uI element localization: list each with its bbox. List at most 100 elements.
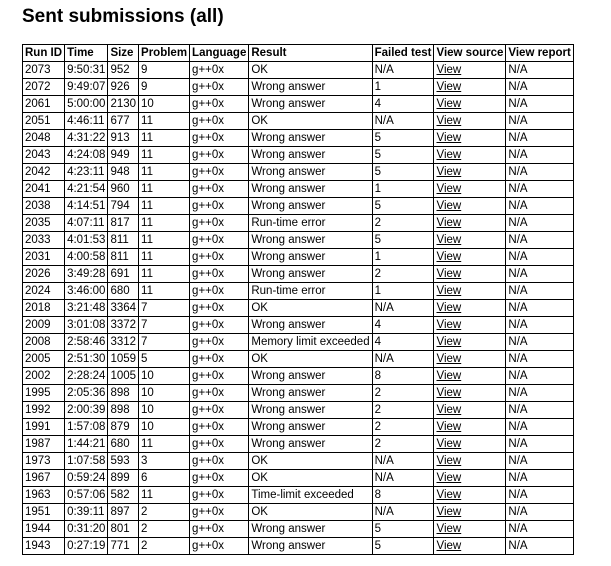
view-source-link[interactable]: View [436, 489, 462, 501]
cell-size: 1005 [107, 367, 140, 385]
cell-time: 5:00:00 [64, 95, 109, 113]
cell-failed-test: 2 [371, 384, 435, 402]
cell-language: g++0x [189, 146, 250, 164]
cell-size: 3312 [107, 333, 140, 351]
cell-language: g++0x [189, 469, 250, 487]
cell-failed-test: N/A [371, 299, 435, 317]
cell-run-id: 2033 [21, 231, 66, 249]
cell-result: Wrong answer [248, 401, 373, 419]
cell-result: Wrong answer [248, 197, 373, 215]
cell-view-report: N/A [505, 418, 574, 436]
table-row: 2072 9:49:07 926 9 g++0x Wrong answer 1 View N/A [21, 78, 574, 96]
view-source-link[interactable]: View [436, 353, 462, 365]
cell-problem: 11 [138, 180, 191, 198]
cell-failed-test: 2 [371, 401, 435, 419]
view-source-link[interactable]: View [436, 251, 462, 263]
view-source-link[interactable]: View [436, 200, 462, 212]
cell-view-source: View [433, 520, 507, 538]
cell-size: 582 [107, 486, 140, 504]
view-source-link[interactable]: View [436, 336, 462, 348]
cell-failed-test: N/A [371, 61, 435, 79]
cell-failed-test: 2 [371, 418, 435, 436]
view-source-link[interactable]: View [436, 404, 462, 416]
view-source-link[interactable]: View [436, 387, 462, 399]
cell-failed-test: 5 [371, 520, 435, 538]
view-source-link[interactable]: View [436, 98, 462, 110]
cell-time: 2:05:36 [64, 384, 109, 402]
cell-result: Wrong answer [248, 163, 373, 181]
cell-problem: 11 [138, 112, 191, 130]
column-header-failed-test: Failed test [371, 44, 435, 62]
cell-language: g++0x [189, 61, 250, 79]
cell-size: 1059 [107, 350, 140, 368]
view-source-link[interactable]: View [436, 302, 462, 314]
table-row: 1944 0:31:20 801 2 g++0x Wrong answer 5 View N/A [21, 520, 574, 538]
cell-problem: 3 [138, 452, 191, 470]
cell-run-id: 1943 [21, 537, 66, 555]
cell-language: g++0x [189, 316, 250, 334]
cell-failed-test: 8 [371, 367, 435, 385]
view-source-link[interactable]: View [436, 234, 462, 246]
cell-result: Wrong answer [248, 367, 373, 385]
view-source-link[interactable]: View [436, 319, 462, 331]
cell-size: 879 [107, 418, 140, 436]
table-row: 2051 4:46:11 677 11 g++0x OK N/A View N/A [21, 112, 574, 130]
cell-view-report: N/A [505, 214, 574, 232]
view-source-link[interactable]: View [436, 81, 462, 93]
view-source-link[interactable]: View [436, 217, 462, 229]
view-source-link[interactable]: View [436, 64, 462, 76]
cell-time: 2:00:39 [64, 401, 109, 419]
view-source-link[interactable]: View [436, 183, 462, 195]
cell-size: 811 [107, 248, 140, 266]
view-source-link[interactable]: View [436, 455, 462, 467]
view-source-link[interactable]: View [436, 268, 462, 280]
cell-run-id: 2009 [21, 316, 66, 334]
cell-run-id: 1991 [21, 418, 66, 436]
view-source-link[interactable]: View [436, 421, 462, 433]
view-source-link[interactable]: View [436, 115, 462, 127]
cell-result: Wrong answer [248, 248, 373, 266]
view-source-link[interactable]: View [436, 149, 462, 161]
cell-view-report: N/A [505, 316, 574, 334]
cell-view-source: View [433, 197, 507, 215]
cell-run-id: 2051 [21, 112, 66, 130]
cell-view-report: N/A [505, 333, 574, 351]
table-row: 2009 3:01:08 3372 7 g++0x Wrong answer 4 View N/… [21, 316, 574, 334]
table-row: 2073 9:50:31 952 9 g++0x OK N/A View N/A [21, 61, 574, 79]
table-row: 2043 4:24:08 949 11 g++0x Wrong answer 5 View N/… [21, 146, 574, 164]
view-source-link[interactable]: View [436, 506, 462, 518]
cell-size: 913 [107, 129, 140, 147]
cell-failed-test: 5 [371, 537, 435, 555]
cell-time: 1:07:58 [64, 452, 109, 470]
cell-language: g++0x [189, 112, 250, 130]
cell-size: 677 [107, 112, 140, 130]
cell-view-report: N/A [505, 299, 574, 317]
view-source-link[interactable]: View [436, 438, 462, 450]
cell-view-report: N/A [505, 231, 574, 249]
cell-result: Run-time error [248, 282, 373, 300]
cell-run-id: 1967 [21, 469, 66, 487]
cell-view-source: View [433, 299, 507, 317]
view-source-link[interactable]: View [436, 523, 462, 535]
cell-run-id: 2008 [21, 333, 66, 351]
cell-run-id: 1963 [21, 486, 66, 504]
table-row: 2008 2:58:46 3312 7 g++0x Memory limit exceed… [21, 333, 574, 351]
cell-size: 948 [107, 163, 140, 181]
cell-result: Wrong answer [248, 316, 373, 334]
view-source-link[interactable]: View [436, 166, 462, 178]
view-source-link[interactable]: View [436, 540, 462, 552]
view-source-link[interactable]: View [436, 472, 462, 484]
view-source-link[interactable]: View [436, 370, 462, 382]
view-source-link[interactable]: View [436, 285, 462, 297]
cell-view-source: View [433, 537, 507, 555]
cell-run-id: 2024 [21, 282, 66, 300]
cell-failed-test: 5 [371, 197, 435, 215]
cell-problem: 7 [138, 299, 191, 317]
cell-view-report: N/A [505, 265, 574, 283]
cell-problem: 11 [138, 265, 191, 283]
cell-problem: 5 [138, 350, 191, 368]
view-source-link[interactable]: View [436, 132, 462, 144]
cell-failed-test: N/A [371, 503, 435, 521]
table-row: 1951 0:39:11 897 2 g++0x OK N/A View N/A [21, 503, 574, 521]
column-header-view-report: View report [505, 44, 574, 62]
